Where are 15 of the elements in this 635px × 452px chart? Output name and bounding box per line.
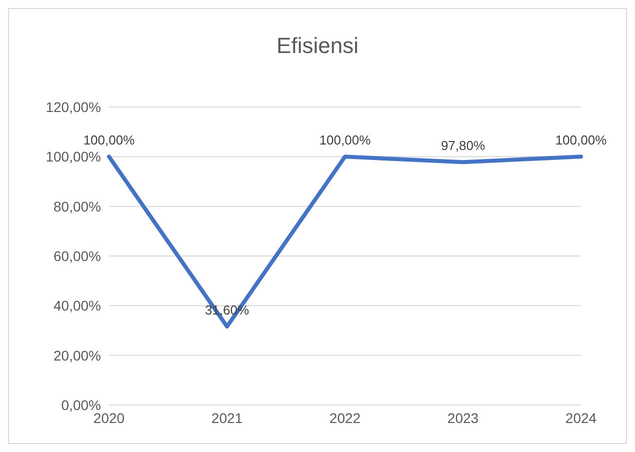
x-tick-label: 2021	[211, 410, 243, 426]
y-tick-label: 60,00%	[54, 248, 101, 264]
y-tick-label: 40,00%	[54, 298, 101, 314]
x-tick-label: 2022	[329, 410, 361, 426]
y-tick-label: 120,00%	[46, 98, 101, 115]
y-tick-label: 20,00%	[54, 347, 101, 364]
data-label: 97,80%	[440, 138, 486, 154]
x-tick-label: 2023	[447, 410, 479, 426]
y-tick-label: 80,00%	[54, 198, 101, 214]
y-tick-label: 100,00%	[46, 148, 101, 165]
data-label: 100,00%	[83, 132, 136, 148]
data-label: 100,00%	[319, 132, 372, 148]
x-tick-label: 2024	[565, 410, 597, 426]
chart-title: Efisiensi	[276, 33, 360, 59]
data-label: 100,00%	[555, 132, 608, 148]
